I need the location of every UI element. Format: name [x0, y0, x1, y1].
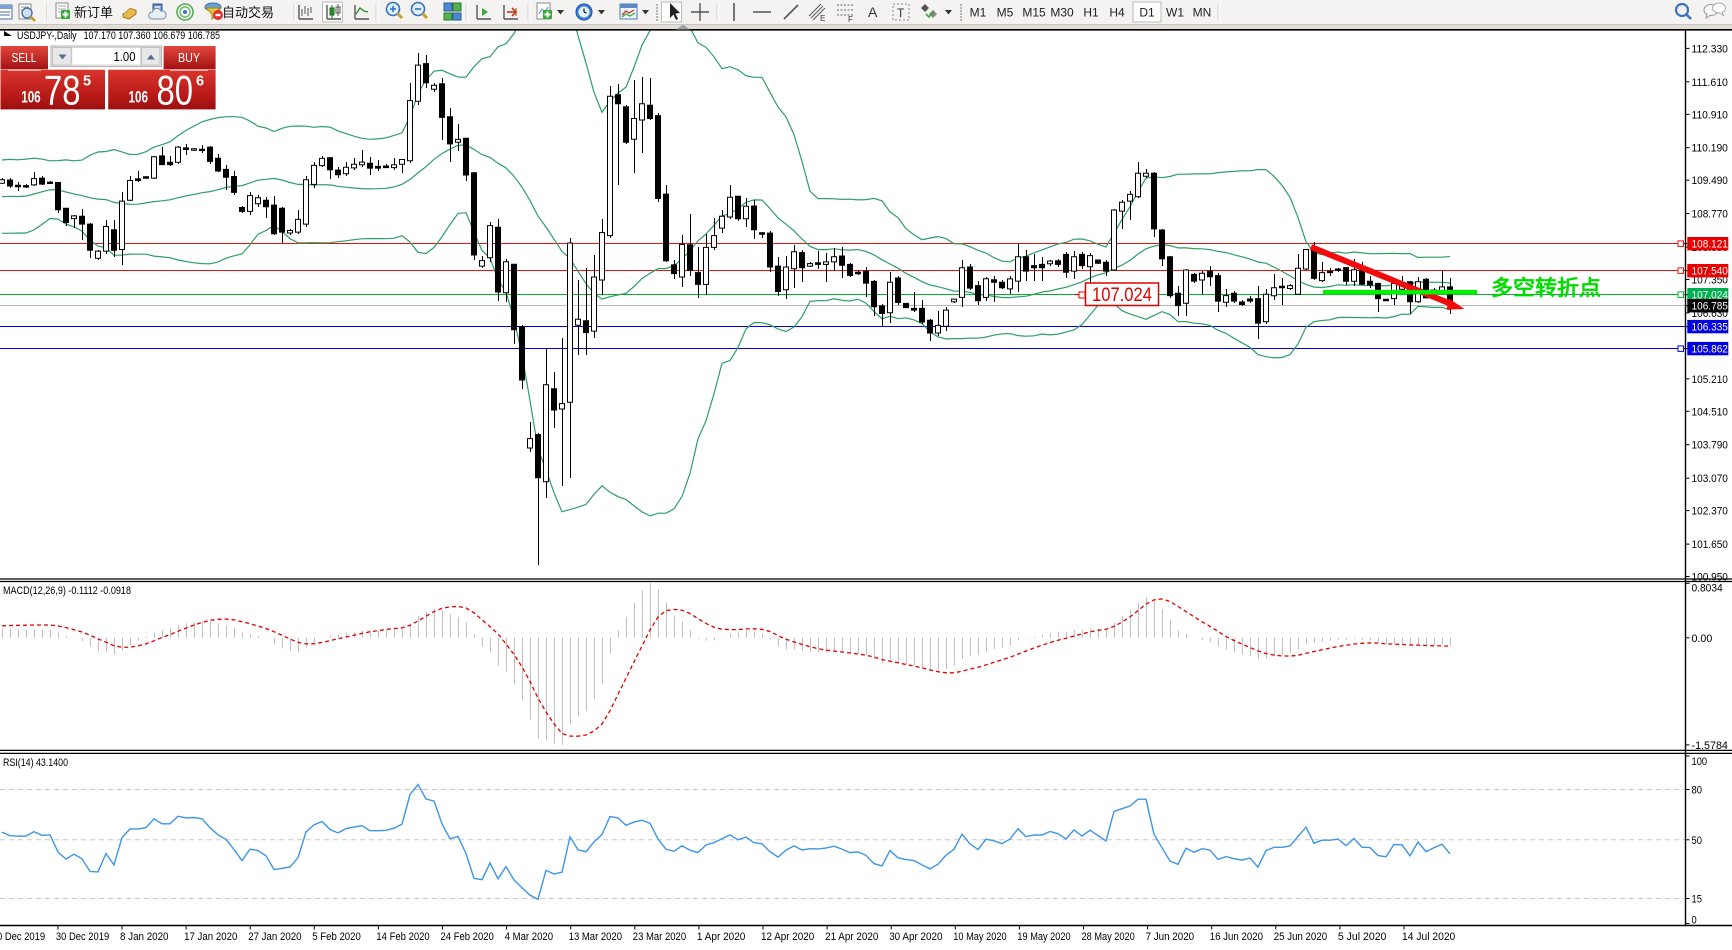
- svg-text:80: 80: [157, 67, 194, 114]
- svg-text:W1: W1: [1166, 6, 1184, 20]
- svg-text:A: A: [868, 4, 878, 20]
- svg-text:BUY: BUY: [178, 51, 201, 65]
- svg-text:105.862: 105.862: [1692, 344, 1728, 356]
- svg-text:106.335: 106.335: [1692, 322, 1728, 334]
- svg-text:M15: M15: [1022, 6, 1046, 20]
- svg-text:107.024: 107.024: [1692, 290, 1728, 302]
- svg-text:0: 0: [1692, 915, 1697, 927]
- svg-text:110.910: 110.910: [1692, 109, 1728, 121]
- svg-text:MN: MN: [1193, 6, 1212, 20]
- svg-text:102.370: 102.370: [1692, 506, 1728, 518]
- svg-text:M30: M30: [1050, 6, 1074, 20]
- svg-text:1 Apr 2020: 1 Apr 2020: [697, 931, 746, 943]
- svg-text:105.210: 105.210: [1692, 374, 1728, 386]
- svg-text:101.650: 101.650: [1692, 539, 1728, 551]
- svg-text:H4: H4: [1109, 6, 1125, 20]
- svg-text:M1: M1: [970, 6, 987, 20]
- svg-text:6: 6: [196, 74, 204, 90]
- svg-text:107.540: 107.540: [1692, 266, 1728, 278]
- svg-text:新订单: 新订单: [74, 5, 113, 20]
- svg-text:109.490: 109.490: [1692, 175, 1728, 187]
- svg-text:12 Apr 2020: 12 Apr 2020: [761, 931, 814, 943]
- svg-text:-1.5784: -1.5784: [1692, 740, 1728, 752]
- svg-text:T: T: [897, 6, 905, 20]
- svg-text:78: 78: [44, 67, 81, 114]
- svg-text:14 Feb 2020: 14 Feb 2020: [376, 931, 429, 943]
- svg-text:103.790: 103.790: [1692, 440, 1728, 452]
- svg-text:SELL: SELL: [12, 51, 37, 65]
- svg-text:30 Dec 2019: 30 Dec 2019: [56, 931, 109, 943]
- svg-text:F: F: [848, 15, 853, 24]
- svg-text:0.00: 0.00: [1692, 633, 1713, 645]
- svg-text:MACD(12,26,9) -0.1112 -0.0918: MACD(12,26,9) -0.1112 -0.0918: [3, 585, 131, 597]
- svg-text:112.330: 112.330: [1692, 43, 1728, 55]
- svg-text:RSI(14) 43.1400: RSI(14) 43.1400: [3, 757, 68, 769]
- svg-text:4 Mar 2020: 4 Mar 2020: [505, 931, 553, 943]
- svg-text:16 Jun 2020: 16 Jun 2020: [1210, 931, 1263, 943]
- svg-text:5: 5: [83, 74, 91, 90]
- svg-text:USDJPY-,Daily 107.170 107.360: USDJPY-,Daily 107.170 107.360 106.679 10…: [17, 30, 220, 42]
- svg-text:E: E: [820, 14, 825, 23]
- svg-text:14 Jul 2020: 14 Jul 2020: [1402, 931, 1455, 943]
- svg-text:24 Feb 2020: 24 Feb 2020: [441, 931, 494, 943]
- svg-text:27 Jan 2020: 27 Jan 2020: [248, 931, 301, 943]
- svg-text:7 Jun 2020: 7 Jun 2020: [1146, 931, 1195, 943]
- svg-text:M5: M5: [997, 6, 1014, 20]
- svg-text:108.121: 108.121: [1692, 239, 1728, 251]
- svg-text:15: 15: [1692, 894, 1702, 906]
- svg-text:106.785: 106.785: [1692, 301, 1728, 313]
- svg-text:110.190: 110.190: [1692, 143, 1728, 155]
- svg-text:21 Apr 2020: 21 Apr 2020: [825, 931, 878, 943]
- svg-text:H1: H1: [1083, 6, 1099, 20]
- svg-text:8 Jan 2020: 8 Jan 2020: [120, 931, 169, 943]
- svg-text:19 May 2020: 19 May 2020: [1017, 931, 1070, 943]
- svg-text:111.610: 111.610: [1692, 77, 1728, 89]
- svg-text:D1: D1: [1139, 6, 1155, 20]
- svg-text:100: 100: [1692, 756, 1708, 768]
- svg-text:106: 106: [129, 88, 149, 107]
- svg-text:25 Jun 2020: 25 Jun 2020: [1274, 931, 1327, 943]
- svg-text:50: 50: [1692, 835, 1702, 847]
- svg-text:103.070: 103.070: [1692, 473, 1728, 485]
- svg-text:104.510: 104.510: [1692, 406, 1728, 418]
- svg-text:30 Apr 2020: 30 Apr 2020: [889, 931, 942, 943]
- svg-text:13 Mar 2020: 13 Mar 2020: [569, 931, 622, 943]
- svg-text:20 Dec 2019: 20 Dec 2019: [0, 931, 45, 943]
- svg-text:1.00: 1.00: [114, 49, 136, 64]
- svg-text:28 May 2020: 28 May 2020: [1082, 931, 1135, 943]
- svg-text:108.770: 108.770: [1692, 209, 1728, 221]
- svg-text:10 May 2020: 10 May 2020: [953, 931, 1006, 943]
- svg-text:100.950: 100.950: [1692, 572, 1728, 584]
- svg-text:23 Mar 2020: 23 Mar 2020: [633, 931, 686, 943]
- svg-text:多空转折点: 多空转折点: [1491, 276, 1601, 300]
- svg-text:5 Feb 2020: 5 Feb 2020: [312, 931, 361, 943]
- svg-text:107.350: 107.350: [1692, 275, 1728, 287]
- svg-text:5 Jul 2020: 5 Jul 2020: [1338, 931, 1387, 943]
- svg-text:0.8034: 0.8034: [1692, 583, 1723, 595]
- svg-text:自动交易: 自动交易: [222, 5, 274, 20]
- svg-text:80: 80: [1692, 785, 1702, 797]
- svg-text:17 Jan 2020: 17 Jan 2020: [184, 931, 237, 943]
- svg-text:106: 106: [21, 88, 41, 107]
- svg-text:107.024: 107.024: [1092, 285, 1152, 306]
